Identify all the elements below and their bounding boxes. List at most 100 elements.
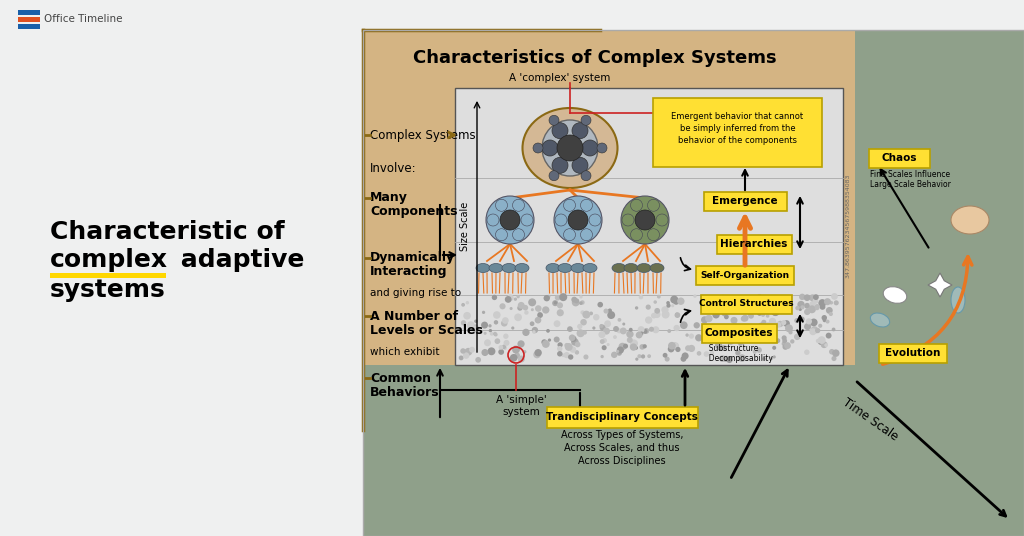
Circle shape — [532, 330, 536, 334]
Circle shape — [571, 297, 578, 303]
Circle shape — [630, 344, 633, 347]
Circle shape — [799, 308, 802, 311]
Circle shape — [513, 347, 518, 352]
Circle shape — [657, 295, 660, 299]
Circle shape — [651, 313, 656, 318]
Circle shape — [583, 311, 590, 318]
Circle shape — [484, 339, 490, 346]
Circle shape — [542, 140, 558, 156]
Circle shape — [496, 229, 508, 241]
Circle shape — [663, 353, 668, 358]
Ellipse shape — [489, 264, 503, 272]
Circle shape — [746, 302, 752, 307]
Circle shape — [613, 326, 618, 332]
Circle shape — [816, 339, 820, 343]
Circle shape — [563, 199, 575, 211]
Circle shape — [749, 312, 753, 317]
Circle shape — [781, 336, 786, 340]
Circle shape — [565, 343, 572, 351]
Circle shape — [772, 308, 779, 316]
Circle shape — [770, 324, 775, 328]
Text: Trandisciplinary Concepts: Trandisciplinary Concepts — [546, 412, 698, 422]
FancyBboxPatch shape — [717, 235, 792, 254]
Circle shape — [647, 229, 659, 241]
Text: Complex Systems: Complex Systems — [370, 129, 475, 142]
Circle shape — [831, 356, 837, 361]
Circle shape — [599, 324, 603, 328]
Circle shape — [460, 348, 466, 354]
Circle shape — [552, 300, 558, 306]
Text: which exhibit: which exhibit — [370, 347, 439, 357]
Circle shape — [639, 295, 643, 299]
Circle shape — [760, 331, 766, 337]
Bar — [362, 30, 863, 536]
Circle shape — [834, 300, 839, 306]
Circle shape — [469, 347, 475, 353]
Circle shape — [753, 350, 757, 354]
Ellipse shape — [558, 264, 572, 272]
Text: be simply inferred from the: be simply inferred from the — [680, 124, 796, 133]
Circle shape — [607, 311, 615, 319]
Circle shape — [522, 305, 528, 310]
Text: Across Scales, and thus: Across Scales, and thus — [564, 443, 680, 453]
Text: behavior of the components: behavior of the components — [678, 136, 797, 145]
Circle shape — [738, 341, 743, 346]
Circle shape — [674, 300, 679, 305]
Circle shape — [597, 302, 603, 308]
Text: Characteristic of: Characteristic of — [50, 220, 285, 244]
Circle shape — [775, 322, 781, 327]
Circle shape — [685, 345, 691, 351]
Circle shape — [685, 333, 689, 337]
Ellipse shape — [612, 264, 626, 272]
Circle shape — [781, 341, 786, 346]
Ellipse shape — [951, 206, 989, 234]
Circle shape — [755, 333, 760, 338]
Circle shape — [689, 333, 694, 339]
Circle shape — [592, 326, 596, 330]
Ellipse shape — [476, 264, 490, 272]
Circle shape — [535, 317, 542, 323]
Circle shape — [826, 334, 829, 337]
Text: Fine Scales Influence: Fine Scales Influence — [870, 170, 950, 179]
Circle shape — [755, 339, 759, 343]
Circle shape — [722, 334, 727, 340]
Circle shape — [785, 304, 790, 308]
Bar — [362, 30, 1024, 536]
Circle shape — [514, 353, 520, 359]
Circle shape — [773, 355, 776, 359]
Circle shape — [826, 307, 833, 314]
Circle shape — [511, 326, 514, 330]
Circle shape — [810, 318, 817, 326]
Circle shape — [499, 349, 504, 355]
Text: and giving rise to: and giving rise to — [370, 288, 461, 298]
Circle shape — [542, 306, 550, 314]
Circle shape — [794, 333, 801, 340]
Circle shape — [635, 210, 655, 230]
Circle shape — [463, 352, 469, 359]
Text: A Number of: A Number of — [370, 309, 458, 323]
Circle shape — [557, 351, 562, 356]
Circle shape — [487, 214, 499, 226]
Circle shape — [728, 327, 734, 334]
Circle shape — [467, 324, 471, 328]
Circle shape — [606, 343, 609, 346]
Circle shape — [589, 214, 601, 226]
Circle shape — [504, 340, 510, 346]
Circle shape — [494, 320, 499, 325]
Circle shape — [493, 311, 501, 319]
Circle shape — [627, 337, 633, 343]
Text: Many: Many — [370, 191, 408, 205]
Circle shape — [703, 351, 710, 357]
Circle shape — [675, 312, 679, 316]
Circle shape — [581, 115, 591, 125]
Circle shape — [710, 351, 714, 355]
Circle shape — [629, 328, 633, 332]
Polygon shape — [928, 273, 952, 297]
Circle shape — [667, 301, 670, 304]
Text: A 'complex' system: A 'complex' system — [509, 73, 610, 83]
Circle shape — [713, 311, 720, 318]
Circle shape — [517, 306, 522, 311]
FancyBboxPatch shape — [695, 265, 794, 285]
Text: Decomposability: Decomposability — [705, 354, 773, 363]
Circle shape — [682, 352, 688, 360]
